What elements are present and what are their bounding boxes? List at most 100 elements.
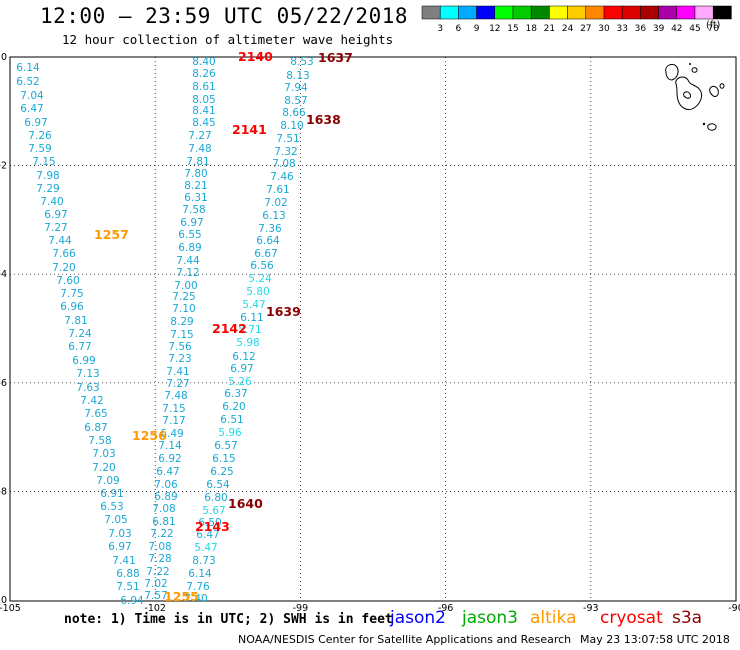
swh-value: 7.26: [28, 130, 52, 142]
swh-value: 7.41: [112, 555, 135, 567]
swh-value: 6.13: [262, 210, 285, 222]
swh-value: 7.09: [96, 475, 119, 487]
page-subtitle: 12 hour collection of altimeter wave hei…: [62, 32, 394, 47]
legend-swatch: [712, 5, 732, 20]
lon-tick-label: -93: [583, 603, 599, 614]
swh-value: 7.24: [68, 328, 92, 340]
legend-swatch: [621, 5, 641, 20]
swh-value: 5.47: [194, 542, 217, 554]
legend-swatch: [658, 5, 678, 20]
pass-label: 2140: [238, 49, 273, 64]
swh-value: 6.47: [156, 466, 179, 478]
swh-value: 7.00: [174, 280, 197, 292]
legend-swatch: [530, 5, 550, 20]
swh-value: 6.64: [256, 235, 280, 247]
lat-tick-label: -10: [0, 595, 7, 606]
pass-label: 1255: [164, 589, 199, 604]
swh-value: 7.32: [274, 146, 297, 158]
swh-value: 7.20: [92, 462, 115, 474]
footer-note: note: 1) Time is in UTC; 2) SWH is in fe…: [64, 612, 393, 627]
swh-value: 8.13: [286, 70, 309, 82]
swh-value: 6.94: [120, 595, 144, 607]
footer-timestamp: May 23 13:07:58 UTC 2018: [580, 633, 730, 646]
swh-value: 7.80: [184, 168, 207, 180]
swh-value: 5.96: [218, 427, 242, 439]
legend-label: 3: [437, 24, 443, 34]
lat-tick-label: -6: [0, 378, 7, 389]
swh-tracks: 6.146.527.046.476.977.267.597.157.987.29…: [16, 56, 313, 607]
legend-label: 15: [507, 24, 518, 34]
lat-tick-label: -2: [0, 161, 7, 172]
swh-value: 7.13: [76, 368, 99, 380]
swh-value: 7.60: [56, 275, 79, 287]
swh-value: 7.02: [264, 197, 287, 209]
legend-swatch: [549, 5, 568, 20]
swh-value: 5.26: [228, 376, 252, 388]
swh-value: 8.66: [282, 107, 306, 119]
swh-value: 7.10: [172, 303, 195, 315]
swh-value: 6.47: [20, 103, 43, 115]
footer-credit: NOAA/NESDIS Center for Satellite Applica…: [238, 633, 572, 646]
swh-value: 8.21: [184, 180, 207, 192]
legend-swatch: [439, 5, 459, 20]
swh-value: 6.92: [158, 453, 181, 465]
swh-value: 7.05: [104, 514, 127, 526]
swh-value: 6.51: [220, 414, 243, 426]
pass-label: 1256: [132, 428, 167, 443]
swh-value: 7.08: [272, 158, 295, 170]
swh-value: 6.97: [230, 363, 253, 375]
swh-value: 7.81: [64, 315, 87, 327]
legend-swatch: [567, 5, 587, 20]
swh-value: 6.14: [188, 568, 212, 580]
swh-value: 6.77: [68, 341, 91, 353]
swh-value: 8.61: [192, 81, 215, 93]
swh-value: 6.96: [60, 301, 84, 313]
legend-swatch: [458, 5, 477, 20]
lat-tick-label: -8: [0, 486, 7, 497]
swh-value: 8.40: [192, 56, 215, 68]
swh-value: 7.63: [76, 382, 99, 394]
legend-swatch: [585, 5, 605, 20]
legend-label: 6: [456, 24, 462, 34]
swh-value: 7.27: [44, 222, 67, 234]
legend-swatch: [421, 5, 441, 20]
legend-swatch: [494, 5, 514, 20]
swh-value: 6.91: [100, 488, 123, 500]
swh-value: 7.08: [152, 503, 175, 515]
swh-value: 7.22: [150, 528, 173, 540]
swh-value: 8.05: [192, 94, 215, 106]
swh-value: 7.61: [266, 184, 289, 196]
galapagos-islands: [665, 63, 725, 131]
swh-value: 7.75: [60, 288, 83, 300]
swh-value: 6.87: [84, 422, 107, 434]
swh-value: 7.56: [168, 341, 192, 353]
legend-swatch: [476, 5, 496, 20]
swh-value: 5.24: [248, 273, 272, 285]
color-legend: 3 6 9 12 15 18 21 24 27 30 33 36 39 42 45 70: [421, 5, 732, 34]
lat-tick-label: 0: [1, 52, 7, 63]
swh-value: 7.25: [172, 291, 195, 303]
legend-swatch: [640, 5, 659, 20]
legend-swatch: [512, 5, 532, 20]
swh-value: 5.47: [242, 299, 265, 311]
satellite-cryosat: cryosat: [600, 608, 663, 628]
pass-label: 2141: [232, 122, 267, 137]
swh-value: 7.40: [184, 593, 207, 605]
swh-value: 7.14: [158, 440, 182, 452]
legend-units: (ft): [706, 20, 721, 31]
swh-value: 7.03: [92, 448, 115, 460]
swh-value: 7.81: [186, 156, 209, 168]
swh-value: 6.50: [198, 517, 221, 529]
swh-value: 7.41: [166, 366, 189, 378]
swh-value: 6.55: [178, 229, 201, 241]
lon-tick-label: -96: [438, 603, 454, 614]
legend-label: 42: [671, 24, 682, 34]
swh-value: 7.27: [188, 130, 211, 142]
track-left: 6.146.527.046.476.977.267.597.157.987.29…: [16, 62, 144, 607]
swh-value: 7.44: [48, 235, 72, 247]
swh-value: 6.97: [44, 209, 67, 221]
swh-value: 5.80: [246, 286, 269, 298]
swh-value: 6.89: [154, 491, 177, 503]
legend-label: 27: [580, 24, 591, 34]
